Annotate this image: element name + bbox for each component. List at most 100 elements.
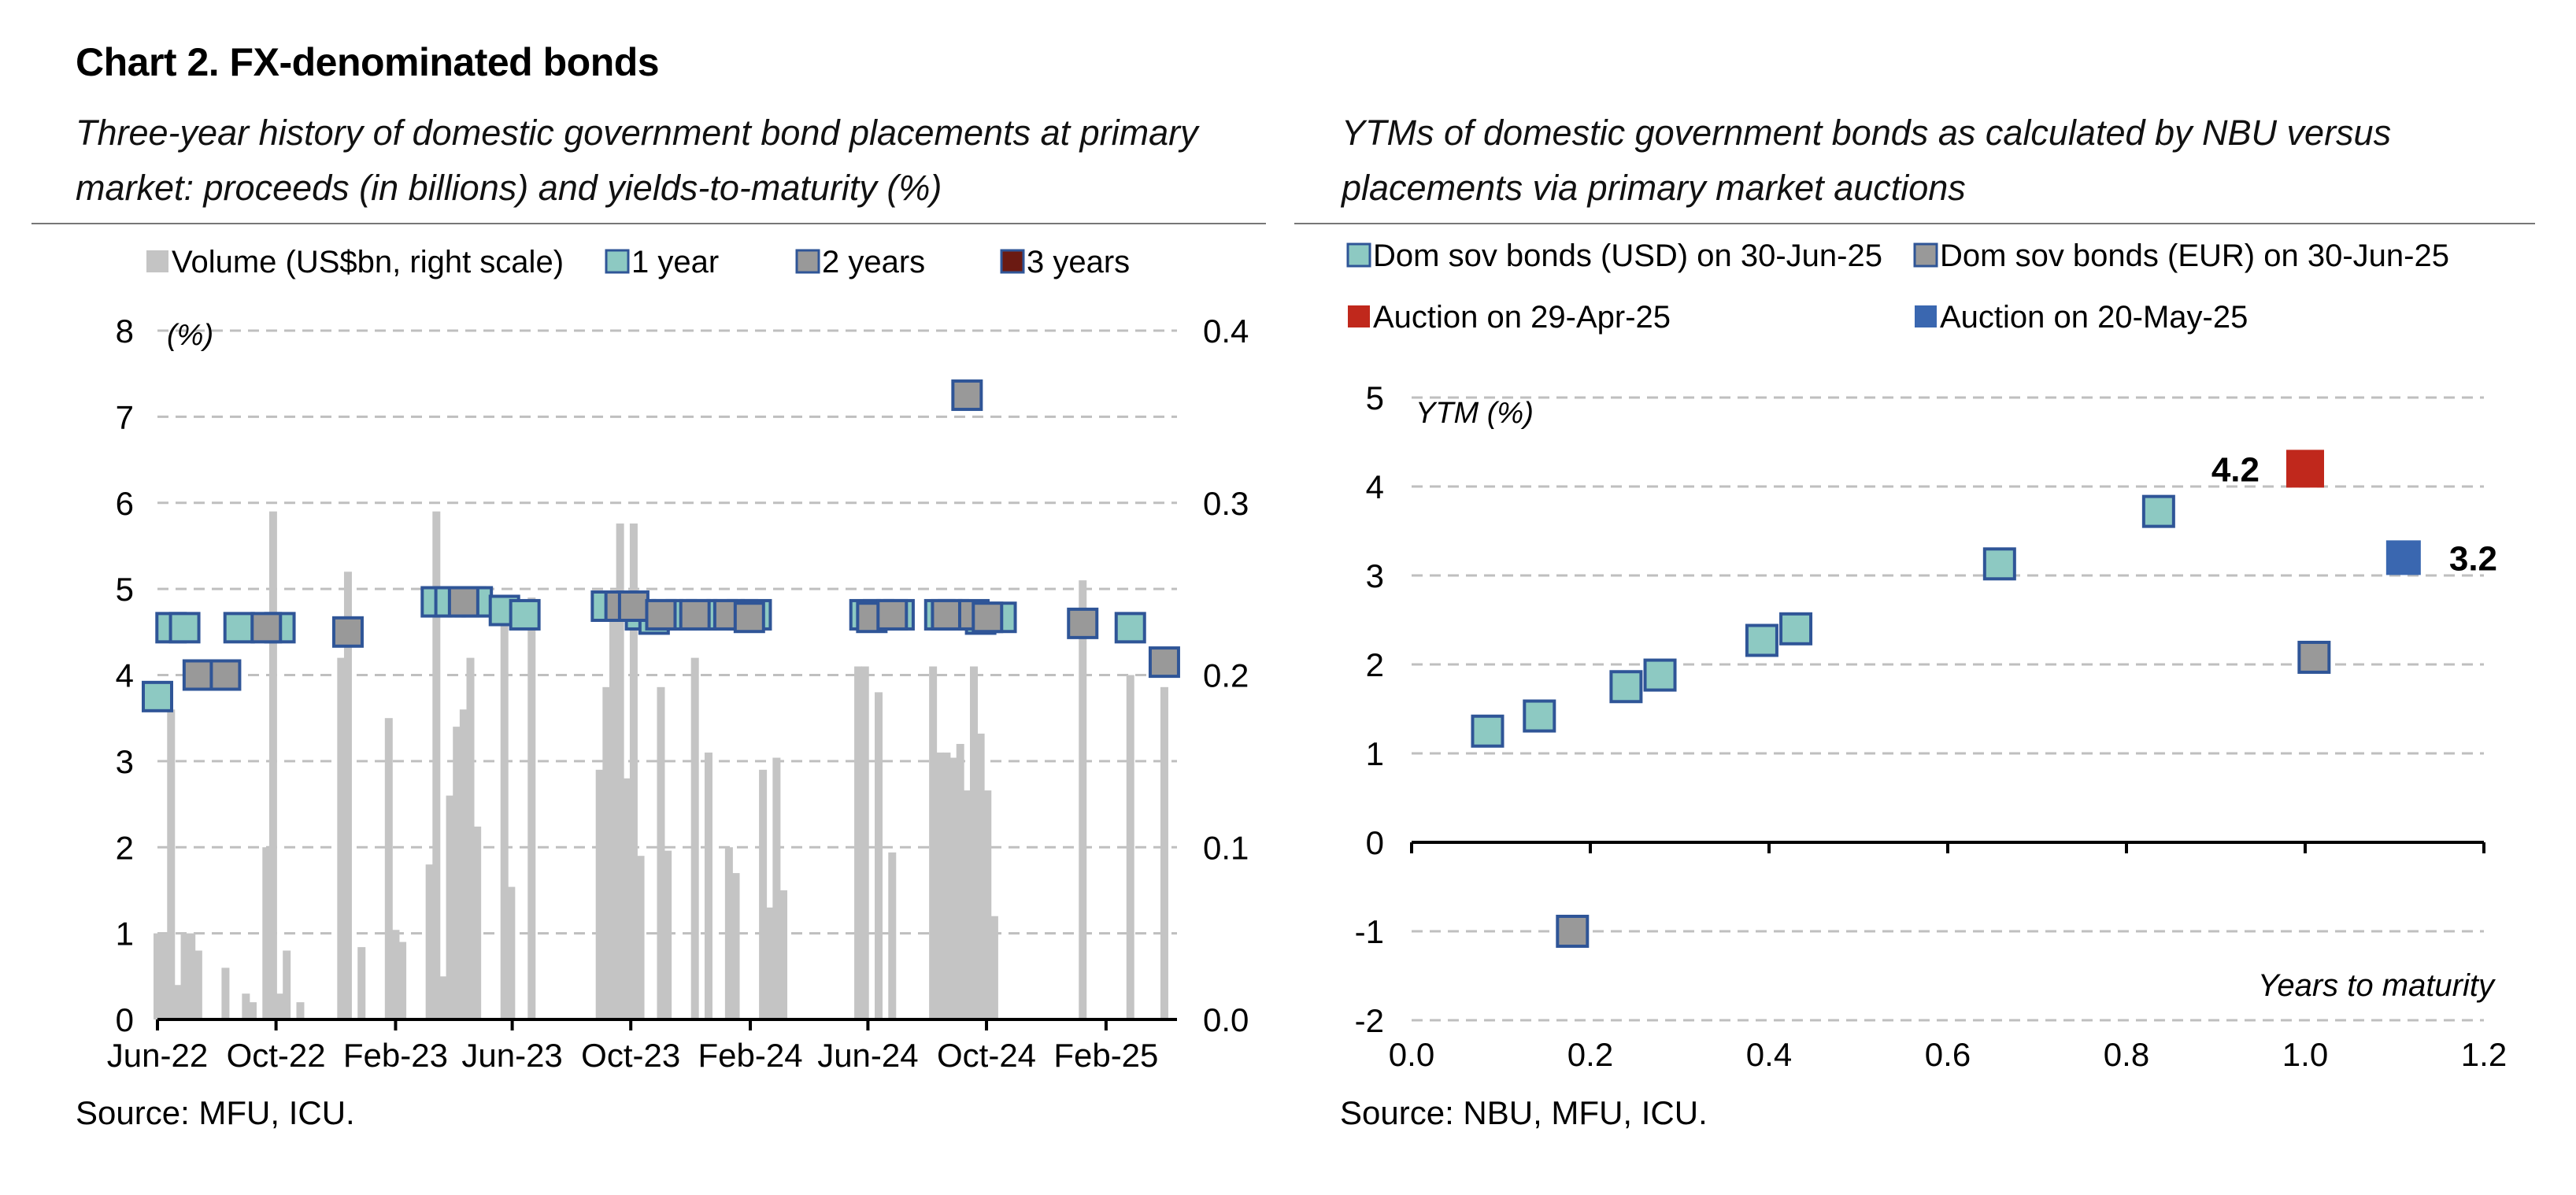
right-y-tick-label: -2 — [1355, 1002, 1384, 1039]
left-divider — [31, 223, 1266, 224]
volume-bar — [779, 890, 788, 1019]
volume-bar — [446, 795, 454, 1019]
volume-bar — [473, 827, 482, 1019]
ytm-marker-3 — [2286, 450, 2324, 488]
right-legend-label: Auction on 20-May-25 — [1940, 300, 2248, 335]
left-legend-label: 3 years — [1027, 245, 1130, 279]
yield-marker-2-years — [250, 612, 283, 644]
volume-bar — [990, 916, 998, 1019]
volume-bar — [690, 657, 699, 1019]
volume-bar — [595, 769, 604, 1019]
left-x-tick-label: Feb-23 — [343, 1037, 448, 1074]
right-x-tick-label: 1.2 — [2461, 1036, 2507, 1073]
right-y-tick-label: 5 — [1366, 379, 1384, 416]
left-legend-label: 2 years — [822, 245, 925, 279]
volume-bar — [636, 856, 645, 1019]
left-x-tick-label: Oct-22 — [227, 1037, 326, 1074]
left-chart-subtitle: Three-year history of domestic governmen… — [76, 113, 1198, 208]
right-chart-subtitle: YTMs of domestic government bonds as cal… — [1342, 113, 2392, 208]
left-legend-swatch — [146, 250, 168, 272]
volume-bar — [221, 967, 230, 1019]
right-y-tick-label: -1 — [1355, 913, 1384, 950]
left-x-tick-label: Feb-25 — [1053, 1037, 1158, 1074]
left-legend-swatch — [1000, 249, 1025, 274]
ytm-marker-1 — [1745, 623, 1778, 657]
volume-bar — [160, 933, 168, 1019]
left-y2-tick-label: 0.1 — [1203, 829, 1249, 866]
left-legend-swatch — [605, 249, 630, 274]
right-legend-label: Dom sov bonds (EUR) on 30-Jun-25 — [1940, 239, 2449, 273]
volume-bar — [929, 666, 938, 1019]
left-y2-tick-label: 0.3 — [1203, 485, 1249, 522]
volume-bar — [283, 950, 291, 1019]
volume-bar — [664, 850, 672, 1019]
yield-marker-1-year — [1114, 612, 1146, 644]
right-legend-swatch — [1346, 242, 1371, 268]
volume-bar — [1079, 580, 1087, 1019]
left-y-tick-label: 8 — [116, 313, 134, 350]
ytm-marker-1 — [2141, 494, 2175, 528]
volume-bar — [657, 686, 665, 1019]
volume-bar — [527, 598, 536, 1019]
yield-marker-2-years — [209, 659, 242, 691]
right-x-tick-label: 1.0 — [2282, 1036, 2328, 1073]
volume-bar — [432, 511, 441, 1019]
yield-marker-2-years — [645, 598, 677, 631]
ytm-marker-1 — [1643, 658, 1677, 692]
left-legend-label: Volume (US$bn, right scale) — [172, 245, 564, 279]
volume-bar — [1126, 675, 1134, 1019]
volume-bar — [187, 933, 196, 1019]
left-y2-tick-label: 0.4 — [1203, 313, 1249, 350]
volume-bar — [439, 976, 447, 1019]
volume-bar — [629, 524, 638, 1019]
volume-bar — [343, 572, 352, 1019]
volume-bar — [875, 692, 883, 1019]
right-x-tick-label: 0.2 — [1567, 1036, 1613, 1073]
left-y-tick-label: 1 — [116, 916, 134, 953]
volume-bar — [268, 511, 277, 1019]
left-y-tick-label: 7 — [116, 398, 134, 435]
auction-data-label: 4.2 — [2211, 450, 2260, 489]
volume-bar — [623, 778, 631, 1019]
volume-bar — [759, 769, 768, 1019]
right-divider — [1294, 223, 2535, 224]
left-x-tick-label: Oct-23 — [581, 1037, 680, 1074]
yield-marker-2-years — [972, 601, 1004, 634]
volume-bar — [704, 752, 712, 1019]
volume-bar — [935, 752, 944, 1019]
left-source-note: Source: MFU, ICU. — [76, 1094, 355, 1131]
yield-marker-2-years — [182, 659, 214, 691]
yield-marker-2-years — [447, 586, 479, 618]
volume-bar — [459, 709, 468, 1019]
volume-bar — [167, 709, 176, 1019]
yield-marker-2-years — [931, 598, 963, 631]
volume-bar — [262, 847, 271, 1019]
ytm-marker-1 — [1471, 714, 1505, 748]
volume-bar — [616, 524, 624, 1019]
ytm-marker-1 — [1779, 612, 1813, 646]
volume-bar — [765, 907, 774, 1019]
volume-bar — [731, 873, 740, 1019]
yield-marker-2-years — [733, 601, 765, 634]
right-legend-label: Auction on 29-Apr-25 — [1373, 300, 1671, 335]
right-x-tick-label: 0.8 — [2104, 1036, 2149, 1073]
yield-marker-2-years — [331, 616, 364, 648]
volume-bar — [194, 950, 202, 1019]
volume-bar — [248, 1002, 257, 1019]
yield-marker-1-year — [223, 612, 255, 644]
left-y-tick-label: 0 — [116, 1001, 134, 1038]
volume-bar — [242, 993, 250, 1019]
yield-marker-1-year — [509, 598, 541, 631]
right-y-tick-label: 0 — [1366, 824, 1384, 861]
volume-bar — [384, 718, 393, 1019]
volume-bar — [772, 757, 781, 1019]
left-x-tick-label: Oct-24 — [937, 1037, 1036, 1074]
right-legend-swatch — [1913, 242, 1938, 268]
page-title: Chart 2. FX-denominated bonds — [76, 40, 660, 84]
yield-marker-2-years — [1067, 607, 1099, 639]
volume-bar — [888, 852, 897, 1019]
volume-bar — [500, 614, 509, 1019]
yield-marker-2-years — [1148, 646, 1180, 679]
left-y-axis-unit: (%) — [167, 319, 213, 352]
volume-bar — [724, 847, 733, 1019]
